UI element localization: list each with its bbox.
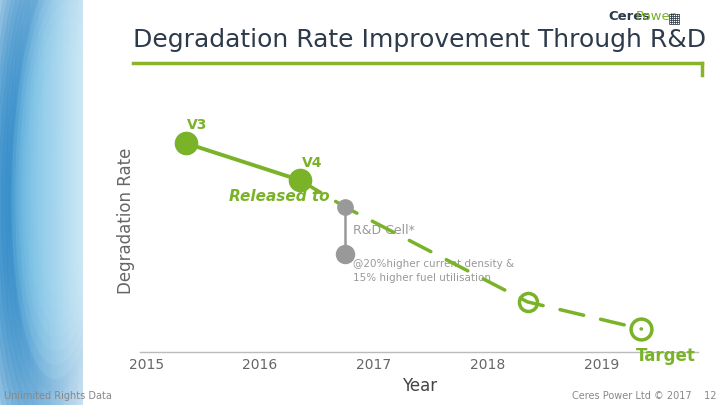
Bar [18, 0, 21, 405]
Ellipse shape [35, 59, 89, 281]
Bar [32, 0, 34, 405]
Bar [96, 0, 99, 405]
Ellipse shape [59, 156, 66, 184]
Ellipse shape [12, 0, 113, 379]
Text: @20%higher current density &
15% higher fuel utilisation: @20%higher current density & 15% higher … [354, 259, 515, 283]
Bar [84, 0, 86, 405]
Ellipse shape [0, 0, 146, 405]
Bar [47, 0, 50, 405]
Ellipse shape [0, 0, 157, 405]
Bar [50, 0, 53, 405]
X-axis label: Year: Year [402, 377, 437, 395]
Bar [53, 0, 55, 405]
Ellipse shape [0, 0, 153, 405]
Ellipse shape [52, 128, 72, 212]
Ellipse shape [0, 0, 136, 405]
Bar [16, 0, 18, 405]
Bar [91, 0, 94, 405]
Bar [94, 0, 96, 405]
Bar [11, 0, 13, 405]
Bar [34, 0, 37, 405]
Text: Ceres: Ceres [608, 10, 651, 23]
Bar [58, 0, 60, 405]
Ellipse shape [18, 0, 106, 351]
Text: V3: V3 [187, 118, 207, 132]
Ellipse shape [0, 0, 150, 405]
Text: Degradation Rate Improvement Through R&D: Degradation Rate Improvement Through R&D [133, 28, 706, 52]
Ellipse shape [42, 87, 82, 254]
Text: Target: Target [636, 347, 696, 365]
Bar [78, 0, 81, 405]
Bar [8, 0, 11, 405]
Ellipse shape [45, 100, 79, 240]
Ellipse shape [38, 72, 86, 268]
Ellipse shape [5, 0, 120, 405]
Bar [24, 0, 26, 405]
Ellipse shape [0, 0, 140, 405]
Bar [42, 0, 45, 405]
Ellipse shape [0, 0, 126, 405]
Bar [99, 0, 102, 405]
Bar [60, 0, 63, 405]
Bar [45, 0, 47, 405]
Bar [21, 0, 24, 405]
Y-axis label: Degradation Rate: Degradation Rate [117, 147, 135, 294]
Text: Power: Power [636, 10, 676, 23]
Bar [86, 0, 89, 405]
Ellipse shape [8, 0, 116, 393]
Ellipse shape [0, 0, 133, 405]
Ellipse shape [0, 0, 130, 405]
Text: Unlimited Rights Data: Unlimited Rights Data [4, 391, 112, 401]
Text: R&D Cell*: R&D Cell* [354, 224, 415, 237]
Bar [13, 0, 16, 405]
Bar [68, 0, 71, 405]
Bar [26, 0, 29, 405]
Bar [66, 0, 68, 405]
Ellipse shape [48, 114, 76, 226]
Ellipse shape [55, 142, 69, 198]
Bar [39, 0, 42, 405]
Bar [89, 0, 91, 405]
Ellipse shape [15, 0, 109, 365]
Bar [71, 0, 73, 405]
Text: Ceres Power Ltd © 2017    12: Ceres Power Ltd © 2017 12 [572, 391, 716, 401]
Text: Released to: Released to [229, 189, 330, 204]
Text: ▦: ▦ [667, 11, 680, 26]
Ellipse shape [0, 0, 143, 405]
Bar [3, 0, 5, 405]
Bar [63, 0, 66, 405]
Ellipse shape [1, 0, 123, 405]
Bar [81, 0, 84, 405]
Ellipse shape [25, 17, 99, 324]
Bar [73, 0, 76, 405]
Bar [76, 0, 78, 405]
Ellipse shape [22, 3, 103, 337]
Bar [5, 0, 8, 405]
Text: V4: V4 [302, 156, 323, 170]
Ellipse shape [32, 45, 92, 296]
Bar [0, 0, 3, 405]
Bar [102, 0, 104, 405]
Bar [29, 0, 32, 405]
Bar [55, 0, 58, 405]
Ellipse shape [28, 31, 96, 309]
Bar [37, 0, 39, 405]
